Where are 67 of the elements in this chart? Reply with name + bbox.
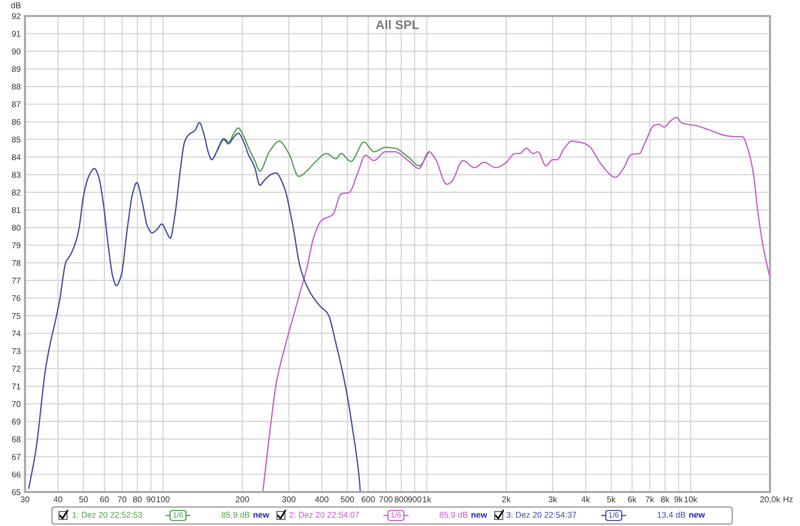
y-tick-label: 81	[12, 207, 20, 214]
x-tick-label: 1k	[423, 496, 432, 502]
y-tick-label: 84	[12, 154, 21, 160]
text: 1: Dez 20 22:52:53	[72, 512, 142, 518]
text: new	[254, 513, 270, 518]
x-tick-label: 600	[362, 496, 375, 502]
y-tick-label: 85	[12, 136, 20, 143]
chart-title: All SPL	[376, 20, 419, 30]
x-tick-label: 9k	[674, 496, 683, 502]
x-axis-title: Hz	[784, 496, 793, 502]
x-tick-label: 60	[100, 496, 109, 502]
x-tick-label: 300	[282, 496, 296, 502]
x-tick-label: 100	[156, 496, 170, 502]
y-axis-title: dB	[11, 2, 21, 8]
x-tick-label: 7k	[646, 496, 654, 502]
y-tick-label: 78	[12, 260, 20, 266]
y-tick-label: 91	[12, 30, 20, 37]
x-tick-label: 6k	[628, 496, 636, 502]
x-tick-label: 30	[20, 496, 30, 502]
y-tick-label: 77	[12, 278, 20, 284]
text: 2: Dez 20 22:54:07	[290, 512, 360, 518]
y-tick-label: 82	[12, 189, 20, 196]
x-tick-label: 90	[146, 496, 156, 502]
text: 85,9 dB	[222, 512, 250, 519]
x-tick-label: 20,0k	[760, 496, 780, 504]
x-tick-label: 200	[236, 496, 249, 502]
y-tick-label: 74	[12, 330, 21, 336]
x-tick-label: 40	[54, 496, 62, 502]
x-tick-label: 80	[133, 496, 142, 502]
y-tick-label: 88	[12, 84, 20, 90]
y-tick-label: 92	[12, 13, 20, 20]
x-tick-label: 3k	[548, 496, 558, 502]
x-tick-label: 10k	[684, 496, 698, 502]
y-tick-label: 80	[12, 224, 21, 231]
text: 13,4 dB	[658, 512, 686, 519]
x-tick-label: 800	[394, 496, 408, 502]
y-tick-label: 75	[12, 312, 20, 319]
x-tick-label: 4k	[581, 496, 590, 502]
x-tick-label: 5k	[607, 496, 616, 502]
x-tick-label: 400	[315, 496, 328, 502]
y-tick-label: 71	[12, 384, 20, 390]
y-tick-label: 67	[12, 454, 20, 460]
x-tick-label: 8k	[660, 496, 670, 502]
y-tick-label: 72	[12, 366, 20, 372]
y-tick-label: 66	[12, 472, 20, 478]
y-tick-label: 69	[12, 418, 20, 425]
y-tick-label: 68	[12, 436, 20, 442]
y-tick-label: 86	[12, 118, 20, 125]
text: new	[471, 513, 488, 518]
y-tick-label: 73	[12, 348, 20, 354]
x-tick-label: 500	[340, 496, 354, 502]
y-tick-label: 83	[12, 172, 20, 178]
x-tick-label: 70	[118, 496, 126, 502]
y-tick-label: 79	[12, 242, 20, 248]
text: new	[689, 513, 705, 518]
x-tick-label: 2k	[502, 496, 511, 502]
text: 85,9 dB	[440, 512, 468, 519]
x-tick-label: 50	[79, 496, 88, 502]
y-tick-label: 70	[12, 401, 21, 407]
x-tick-label: 900	[408, 496, 422, 502]
y-tick-label: 87	[12, 101, 20, 108]
x-tick-label: 700	[379, 496, 393, 502]
y-tick-label: 89	[12, 66, 20, 72]
text: 3: Dez 20 22:54:37	[506, 512, 576, 518]
y-tick-label: 90	[12, 48, 21, 54]
y-tick-label: 76	[12, 295, 20, 302]
y-tick-label: 65	[12, 489, 20, 496]
